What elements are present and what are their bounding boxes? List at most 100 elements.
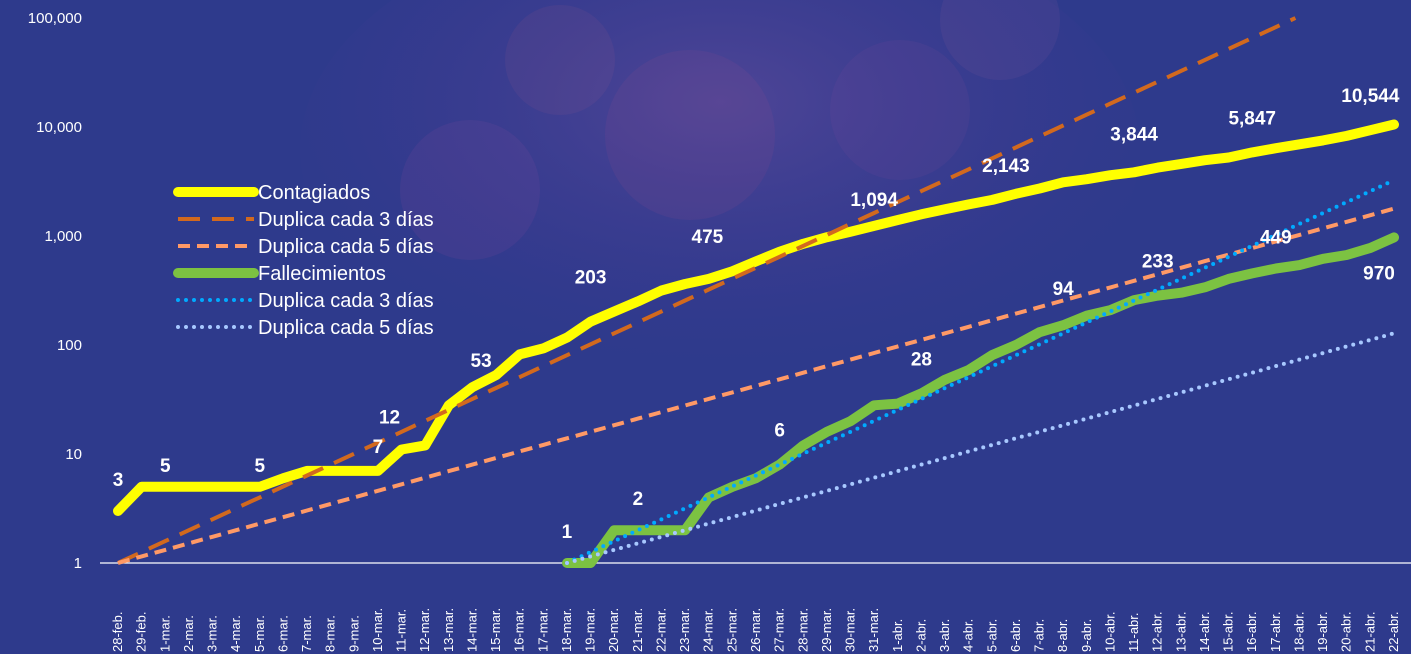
data-label: 10,544 (1341, 86, 1400, 107)
series-line-1 (117, 16, 1297, 565)
x-tick-label: 25-mar. (724, 608, 739, 652)
y-tick-label: 10 (65, 446, 82, 463)
x-tick-label: 11-mar. (394, 609, 409, 652)
x-tick-label: 8-abr. (1055, 619, 1070, 652)
x-tick-label: 12-abr. (1150, 612, 1165, 652)
x-tick-label: 15-mar. (488, 608, 503, 652)
legend-label: Duplica cada 5 días (258, 236, 434, 258)
data-label: 449 (1260, 228, 1292, 249)
data-label: 970 (1363, 263, 1395, 284)
x-tick-label: 5-abr. (984, 619, 999, 652)
x-tick-label: 5-mar. (252, 615, 267, 652)
data-label: 3 (113, 470, 124, 491)
legend-label: Duplica cada 3 días (258, 290, 434, 312)
x-tick-label: 12-mar. (417, 608, 432, 652)
x-tick-label: 30-mar. (843, 608, 858, 652)
data-label: 2 (633, 489, 644, 510)
x-tick-label: 26-mar. (748, 608, 763, 652)
x-tick-label: 21-abr. (1362, 612, 1377, 652)
x-tick-label: 9-abr. (1079, 619, 1094, 652)
x-tick-label: 7-mar. (299, 615, 314, 652)
x-tick-label: 27-mar. (772, 608, 787, 652)
x-tick-label: 17-abr. (1268, 612, 1283, 652)
x-tick-label: 2-abr. (913, 619, 928, 652)
x-tick-label: 13-mar. (441, 608, 456, 652)
data-label: 12 (379, 407, 400, 428)
x-tick-label: 4-mar. (228, 615, 243, 652)
y-axis: 1 10 100 1,000 10,000 100,000 (28, 10, 82, 572)
x-tick-label: 29-feb. (134, 612, 149, 652)
x-tick-label: 21-mar. (630, 608, 645, 652)
series-line-0 (113, 119, 1399, 516)
x-tick-label: 4-abr. (961, 619, 976, 652)
x-tick-label: 22-mar. (653, 608, 668, 652)
x-tick-label: 1-mar. (157, 615, 172, 652)
x-tick-label: 31-mar. (866, 608, 881, 652)
x-tick-label: 15-abr. (1221, 612, 1236, 652)
y-tick-label: 1,000 (44, 228, 82, 245)
x-tick-label: 3-abr. (937, 619, 952, 652)
data-label: 5,847 (1228, 108, 1276, 129)
x-tick-label: 2-mar. (181, 615, 196, 652)
x-tick-label: 22-abr. (1386, 612, 1401, 652)
y-tick-label: 10,000 (36, 119, 82, 136)
series-line-4 (565, 178, 1396, 565)
data-label: 7 (373, 437, 384, 458)
x-tick-label: 13-abr. (1173, 612, 1188, 652)
x-tick-label: 11-abr. (1126, 612, 1141, 652)
x-tick-label: 29-mar. (819, 608, 834, 652)
x-tick-label: 23-mar. (677, 608, 692, 652)
x-tick-label: 18-abr. (1291, 612, 1306, 652)
x-axis: 28-feb. 29-feb. 1-mar. 2-mar. 3-mar. 4-mar. 5-… (100, 562, 1411, 652)
series-line-5 (565, 331, 1396, 565)
x-tick-label: 24-mar. (701, 608, 716, 652)
data-label: 1,094 (850, 190, 898, 211)
x-tick-label: 20-abr. (1339, 612, 1354, 652)
background-decoration (300, 0, 1140, 390)
legend-label: Duplica cada 5 días (258, 317, 434, 339)
x-tick-label: 28-mar. (795, 608, 810, 652)
data-label: 5 (160, 456, 171, 477)
x-tick-label: 14-mar. (464, 608, 479, 652)
data-label: 3,844 (1110, 124, 1158, 145)
data-label: 2,143 (982, 156, 1030, 177)
data-label: 203 (575, 268, 607, 289)
data-label: 1 (562, 522, 573, 543)
x-tick-label: 28-feb. (110, 612, 125, 652)
data-label: 28 (911, 349, 932, 370)
x-tick-label: 17-mar. (535, 608, 550, 652)
data-label: 53 (471, 351, 492, 372)
y-tick-label: 100 (57, 337, 82, 354)
x-tick-label: 1-abr. (890, 619, 905, 652)
y-tick-label: 100,000 (28, 10, 82, 27)
x-tick-label: 14-abr. (1197, 612, 1212, 652)
x-tick-label: 16-abr. (1244, 612, 1259, 652)
data-label: 6 (774, 421, 785, 442)
data-labels: 35 5712532034751,0942,1433,8445,84710,544… (113, 86, 1400, 543)
y-tick-label: 1 (74, 555, 82, 572)
x-tick-label: 19-mar. (583, 608, 598, 652)
x-tick-label: 10-mar. (370, 608, 385, 652)
x-tick-label: 19-abr. (1315, 612, 1330, 652)
legend-label: Fallecimientos (258, 263, 386, 285)
x-tick-label: 8-mar. (323, 615, 338, 652)
legend-label: Duplica cada 3 días (258, 209, 434, 231)
data-label: 5 (254, 456, 265, 477)
series-line-2 (117, 206, 1395, 565)
legend-label: Contagiados (258, 182, 370, 204)
x-tick-label: 16-mar. (512, 608, 527, 652)
series-line-3 (562, 232, 1399, 568)
data-label: 475 (692, 227, 724, 248)
x-tick-label: 10-abr. (1102, 612, 1117, 652)
x-tick-label: 3-mar. (205, 615, 220, 652)
x-tick-label: 9-mar. (346, 615, 361, 652)
legend: Contagiados Duplica cada 3 días Duplica ca… (173, 182, 434, 339)
data-label: 94 (1053, 279, 1075, 300)
x-tick-label: 6-mar. (275, 615, 290, 652)
series-layer (113, 16, 1399, 568)
x-tick-label: 6-abr. (1008, 619, 1023, 652)
x-tick-label: 7-abr. (1032, 619, 1047, 652)
x-tick-label: 20-mar. (606, 608, 621, 652)
